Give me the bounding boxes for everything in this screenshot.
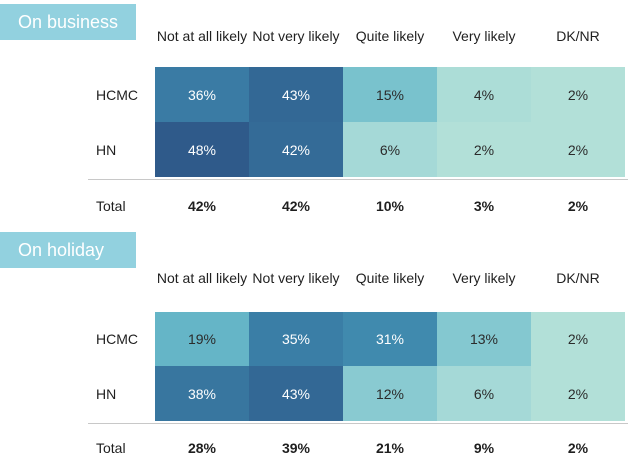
heatmap-cell: 4% xyxy=(437,67,531,122)
heatmap-cell: 2% xyxy=(531,312,625,366)
heatmap-cell: 42% xyxy=(249,122,343,177)
heatmap-cell: 19% xyxy=(155,312,249,366)
heatmap-cell: 35% xyxy=(249,312,343,366)
column-header-not-very-likely: Not very likely xyxy=(252,270,340,286)
row-label-hcmc: HCMC xyxy=(96,331,138,347)
heatmap-cell: 2% xyxy=(531,122,625,177)
heatmap-cell: 12% xyxy=(343,366,437,421)
column-header-quite-likely: Quite likely xyxy=(355,270,425,286)
row-divider xyxy=(88,423,628,424)
total-value: 42% xyxy=(281,198,311,214)
heatmap-cell: 15% xyxy=(343,67,437,122)
heatmap-cell: 13% xyxy=(437,312,531,366)
row-label-hn: HN xyxy=(96,141,117,158)
section-on-business: On business Not at all likely Not very l… xyxy=(0,4,630,230)
column-header-dk-nr: DK/NR xyxy=(556,28,600,44)
heatmap-cell: 43% xyxy=(249,366,343,421)
row-label-hn: HN xyxy=(96,385,117,402)
heatmap-cell: 2% xyxy=(531,366,625,421)
total-value: 39% xyxy=(281,440,311,456)
total-label: Total xyxy=(96,440,126,456)
section-on-holiday: On holiday Not at all likely Not very li… xyxy=(0,232,630,463)
total-label: Total xyxy=(96,198,126,214)
heatmap-cell: 36% xyxy=(155,67,249,122)
column-header-not-at-all-likely: Not at all likely xyxy=(156,270,248,286)
heatmap-cell: 2% xyxy=(437,122,531,177)
heatmap-cell: 38% xyxy=(155,366,249,421)
column-header-not-very-likely: Not very likely xyxy=(252,28,340,44)
column-header-not-at-all-likely: Not at all likely xyxy=(156,28,248,44)
heatmap-cell: 2% xyxy=(531,67,625,122)
heatmap-cell: 6% xyxy=(343,122,437,177)
column-header-quite-likely: Quite likely xyxy=(355,28,425,44)
total-value: 2% xyxy=(567,440,589,456)
heatmap-cell: 48% xyxy=(155,122,249,177)
total-value: 28% xyxy=(187,440,217,456)
row-divider xyxy=(88,179,628,180)
total-value: 10% xyxy=(375,198,405,214)
section-title: On business xyxy=(0,4,136,40)
total-value: 9% xyxy=(473,440,495,456)
column-header-very-likely: Very likely xyxy=(452,270,516,286)
heatmap-cell: 6% xyxy=(437,366,531,421)
column-header-very-likely: Very likely xyxy=(452,28,516,44)
total-value: 3% xyxy=(473,198,495,214)
total-value: 2% xyxy=(567,198,589,214)
section-title: On holiday xyxy=(0,232,136,268)
column-header-dk-nr: DK/NR xyxy=(556,270,600,286)
total-value: 42% xyxy=(187,198,217,214)
row-label-hcmc: HCMC xyxy=(96,86,138,103)
heatmap-cell: 43% xyxy=(249,67,343,122)
total-value: 21% xyxy=(375,440,405,456)
heatmap-cell: 31% xyxy=(343,312,437,366)
